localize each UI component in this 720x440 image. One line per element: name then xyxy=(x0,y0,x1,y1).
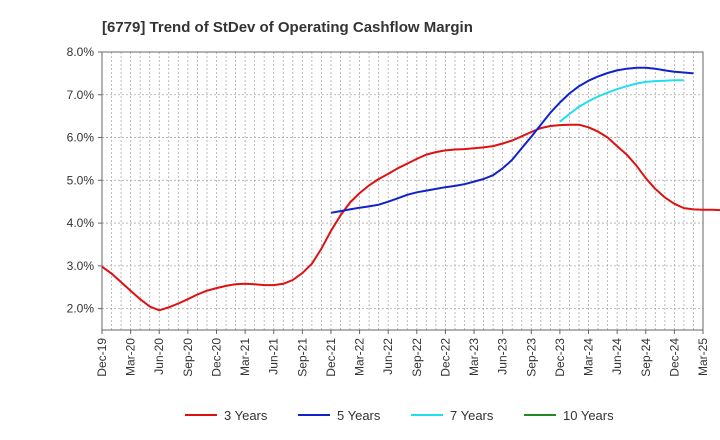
legend-item: 10 Years xyxy=(524,408,614,423)
legend: 3 Years 5 Years 7 Years 10 Years xyxy=(185,408,614,423)
y-tick-label: 7.0% xyxy=(67,88,95,102)
x-tick-label: Mar-25 xyxy=(696,338,710,376)
y-axis-ticks: 2.0% 3.0% 4.0% 5.0% 6.0% 7.0% 8.0% xyxy=(67,45,102,316)
chart-title: [6779] Trend of StDev of Operating Cashf… xyxy=(102,19,473,36)
x-tick-label: Dec-19 xyxy=(95,338,109,377)
legend-label: 3 Years xyxy=(224,408,268,423)
series-line-3-years xyxy=(101,123,720,312)
x-tick-label: Mar-20 xyxy=(124,338,138,376)
series-line-7-years xyxy=(559,79,684,123)
y-tick-label: 5.0% xyxy=(67,173,95,187)
y-tick-label: 8.0% xyxy=(67,45,95,59)
x-tick-label: Mar-23 xyxy=(467,338,481,376)
series-lines xyxy=(101,66,720,312)
x-tick-label: Mar-21 xyxy=(238,338,252,376)
legend-label: 5 Years xyxy=(337,408,381,423)
x-tick-label: Mar-24 xyxy=(582,338,596,376)
x-tick-label: Sep-20 xyxy=(181,338,195,377)
x-tick-label: Sep-22 xyxy=(410,338,424,377)
y-tick-label: 2.0% xyxy=(67,302,95,316)
gridlines xyxy=(102,51,703,330)
legend-label: 7 Years xyxy=(450,408,494,423)
x-tick-label: Jun-22 xyxy=(381,338,395,375)
x-tick-label: Jun-21 xyxy=(267,338,281,375)
x-axis-ticks: Dec-19 Mar-20 Jun-20 Sep-20 Dec-20 Mar-21 Jun-… xyxy=(95,330,710,377)
legend-item: 5 Years xyxy=(298,408,381,423)
x-tick-label: Jun-20 xyxy=(152,338,166,375)
series-line-5-years xyxy=(330,66,694,214)
x-tick-label: Mar-22 xyxy=(353,338,367,376)
x-tick-label: Dec-24 xyxy=(667,338,681,377)
legend-item: 7 Years xyxy=(411,408,494,423)
legend-label: 10 Years xyxy=(563,408,614,423)
plot-frame xyxy=(101,51,704,331)
y-tick-label: 3.0% xyxy=(67,259,95,273)
x-tick-label: Jun-24 xyxy=(610,338,624,375)
y-tick-label: 6.0% xyxy=(67,131,95,145)
x-tick-label: Dec-20 xyxy=(209,338,223,377)
x-tick-label: Dec-22 xyxy=(438,338,452,377)
legend-item: 3 Years xyxy=(185,408,268,423)
x-tick-label: Dec-23 xyxy=(553,338,567,377)
x-tick-label: Sep-24 xyxy=(639,338,653,377)
x-tick-label: Dec-21 xyxy=(324,338,338,377)
x-tick-label: Jun-23 xyxy=(496,338,510,375)
x-tick-label: Sep-21 xyxy=(295,338,309,377)
x-tick-label: Sep-23 xyxy=(524,338,538,377)
y-tick-label: 4.0% xyxy=(67,216,95,230)
